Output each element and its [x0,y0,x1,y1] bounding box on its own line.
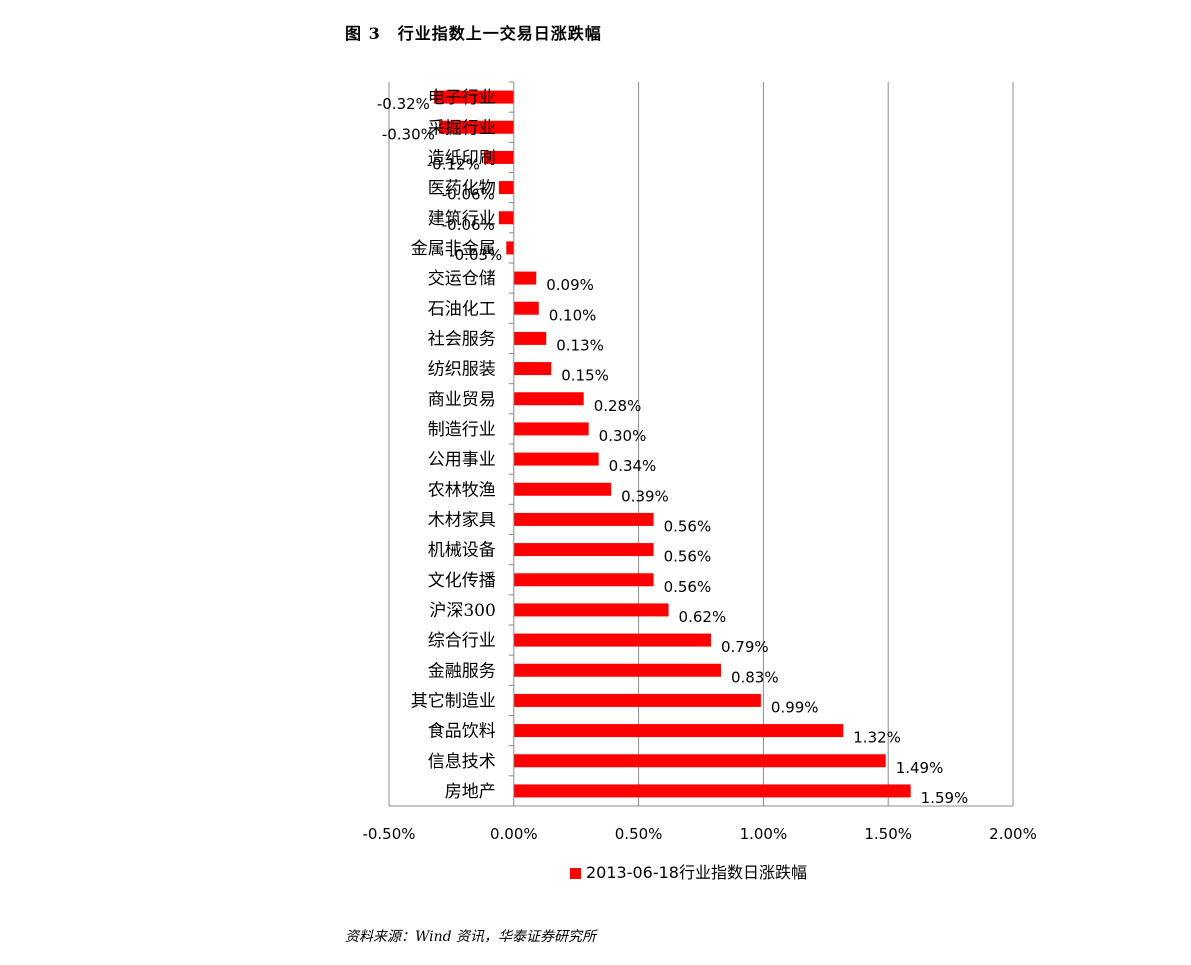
category-label: 交运仓储 [428,269,496,289]
data-label: 1.59% [921,789,969,807]
data-label: 0.28% [594,397,642,415]
data-label: -0.06% [442,186,495,204]
bar [513,331,547,345]
data-label: -0.06% [442,216,495,234]
bar [513,693,761,707]
bar [438,120,514,134]
bar [513,754,886,768]
category-label: 医药化物 [428,179,496,199]
axes [389,81,1013,807]
legend-swatch [570,868,581,879]
x-tick-label: 1.50% [864,825,912,843]
bar [513,362,552,376]
bar [513,543,654,557]
category-label: 建筑行业 [428,209,496,229]
bar [433,90,514,104]
source-note: 资料来源：Wind 资讯，华泰证券研究所 [345,929,597,945]
data-label: -0.32% [377,95,430,113]
data-label: 0.79% [721,638,769,656]
category-labels: 电子行业采掘行业造纸印刷医药化物建筑行业金属非金属交运仓储石油化工社会服务纺织服… [411,88,496,802]
data-labels: -0.32% -0.30% -0.12% -0.06% -0.06% -0.03% 0.09… [377,95,968,807]
x-tick-label: -0.50% [362,825,415,843]
x-tick-label: 0.00% [490,825,538,843]
bar [513,482,612,496]
bar [513,452,599,466]
category-label: 机械设备 [428,541,496,561]
data-label: 0.83% [731,668,779,686]
data-label: 1.32% [853,729,901,747]
category-label: 造纸印刷 [428,148,496,168]
bar [513,573,654,587]
bar [483,150,514,164]
bar [498,181,514,195]
data-label: 0.62% [679,608,727,626]
data-label: 1.49% [896,759,944,777]
category-label: 信息技术 [428,752,496,772]
category-label: 金融服务 [428,661,496,681]
bar [506,241,514,255]
data-label: 0.56% [664,578,712,596]
bar [513,633,711,647]
figure-title: 图 3 行业指数上一交易日涨跌幅 [345,24,602,43]
x-tick-labels: -0.50% 0.00% 0.50% 1.00% 1.50% 2.00% [362,825,1036,843]
bar [513,392,584,406]
data-label: 0.09% [546,276,594,294]
bar [513,784,911,798]
category-label: 房地产 [445,782,496,802]
category-label: 电子行业 [428,88,496,108]
legend: 2013-06-18行业指数日涨跌幅 [570,863,807,882]
x-tick-label: 1.00% [740,825,788,843]
bar [498,211,514,225]
data-label: 0.56% [664,517,712,535]
data-label: -0.03% [449,246,502,264]
x-tick-label: 0.50% [615,825,663,843]
category-label: 公用事业 [428,450,496,470]
data-label: 0.10% [549,306,597,324]
data-label: 0.13% [556,336,604,354]
data-label: -0.30% [382,125,435,143]
category-label: 沪深300 [429,601,495,621]
data-label: 0.39% [621,487,669,505]
x-tick-label: 2.00% [989,825,1037,843]
category-label: 农林牧渔 [428,480,496,500]
data-label: -0.12% [427,155,480,173]
category-label: 食品饮料 [428,722,496,742]
bar [513,663,721,677]
category-label: 商业贸易 [428,390,496,410]
gridlines [388,82,1014,806]
data-label: 0.30% [599,427,647,445]
bar [513,512,654,526]
data-label: 0.99% [771,698,819,716]
data-label: 0.15% [561,367,609,385]
category-label: 其它制造业 [411,691,496,711]
category-label: 综合行业 [428,631,496,651]
legend-label: 2013-06-18行业指数日涨跌幅 [586,863,807,882]
data-label: 0.34% [609,457,657,475]
category-label: 金属非金属 [411,239,496,259]
bar [513,301,539,315]
category-label: 木材家具 [428,510,496,530]
category-label: 社会服务 [428,329,496,349]
data-label: 0.56% [664,548,712,566]
category-label: 采掘行业 [428,118,496,138]
bar [513,603,669,617]
bar [513,724,844,738]
bars [433,90,911,798]
bar [513,422,589,436]
category-label: 制造行业 [428,420,496,440]
category-label: 纺织服装 [428,360,496,380]
category-label: 文化传播 [428,571,496,591]
bar [513,271,537,285]
category-label: 石油化工 [428,299,496,319]
